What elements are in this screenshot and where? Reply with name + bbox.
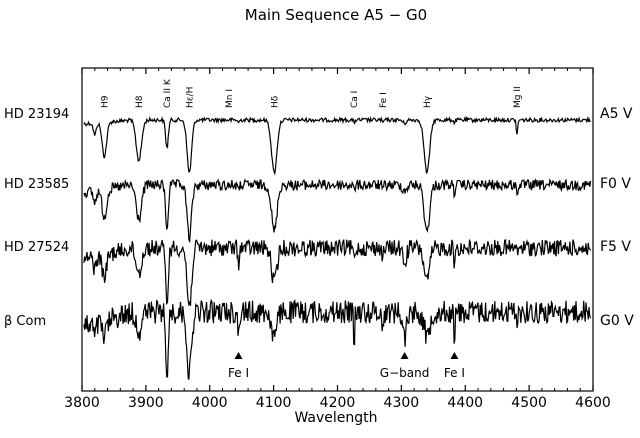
x-axis: 3800 3900 4000 4100 4200 4300 4400 4500 4600: [64, 68, 611, 411]
spectral-class: G0 V: [600, 313, 634, 329]
x-tick-label: 4300: [384, 395, 420, 411]
spectral-line-label: Hε/H: [185, 87, 195, 108]
spectrum-line: [83, 177, 592, 244]
line-labels: H9 H8 Ca II K Hε/H Mn I Hδ Ca I Fe I Hγ Mg II: [100, 78, 523, 108]
x-tick-label: 4000: [192, 395, 228, 411]
spectral-line-label: Ca I: [350, 91, 360, 108]
feature-markers: Fe I G−band Fe I: [228, 352, 465, 380]
star-names: HD 23194 HD 23585 HD 27524 β Com: [4, 107, 69, 329]
plot-frame: [81, 67, 594, 392]
feature-marker-label: Fe I: [444, 366, 465, 380]
feature-marker-triangle: [400, 352, 409, 359]
spectrum-line: [83, 115, 591, 176]
spectral-line-label: Hγ: [423, 95, 433, 108]
feature-marker-triangle: [234, 352, 243, 359]
chart-title: Main Sequence A5 − G0: [245, 6, 427, 24]
x-tick-label: 3900: [128, 395, 164, 411]
spectral-class: A5 V: [600, 106, 633, 122]
spectral-class: F5 V: [600, 239, 631, 255]
spectral-line-label: Mg II: [513, 86, 523, 108]
x-tick-label: 4200: [320, 395, 356, 411]
star-name: HD 23585: [4, 177, 69, 192]
x-axis-label: Wavelength: [294, 410, 377, 426]
star-name: HD 27524: [4, 240, 69, 255]
feature-marker-triangle: [450, 352, 459, 359]
spectra-series: [83, 115, 592, 380]
spectral-line-label: Ca II K: [163, 78, 173, 108]
spectral-line-label: Fe I: [379, 92, 389, 108]
spectral-classes: A5 V F0 V F5 V G0 V: [600, 106, 634, 329]
spectral-class: F0 V: [600, 176, 631, 192]
star-name: HD 23194: [4, 107, 69, 122]
feature-marker-label: Fe I: [228, 366, 249, 380]
x-tick-label: 4600: [575, 395, 611, 411]
x-tick-label: 4500: [511, 395, 547, 411]
spectral-line-label: H8: [135, 95, 145, 108]
spectral-line-label: Mn I: [225, 89, 235, 108]
spectrum-line: [83, 238, 592, 307]
spectrum-line: [83, 298, 592, 380]
x-tick-label: 3800: [64, 395, 100, 411]
x-tick-label: 4100: [256, 395, 292, 411]
spectral-line-label: Hδ: [270, 95, 280, 108]
x-tick-label: 4400: [447, 395, 483, 411]
spectral-line-label: H9: [100, 95, 110, 108]
feature-marker-label: G−band: [380, 366, 430, 380]
star-name: β Com: [4, 314, 46, 329]
